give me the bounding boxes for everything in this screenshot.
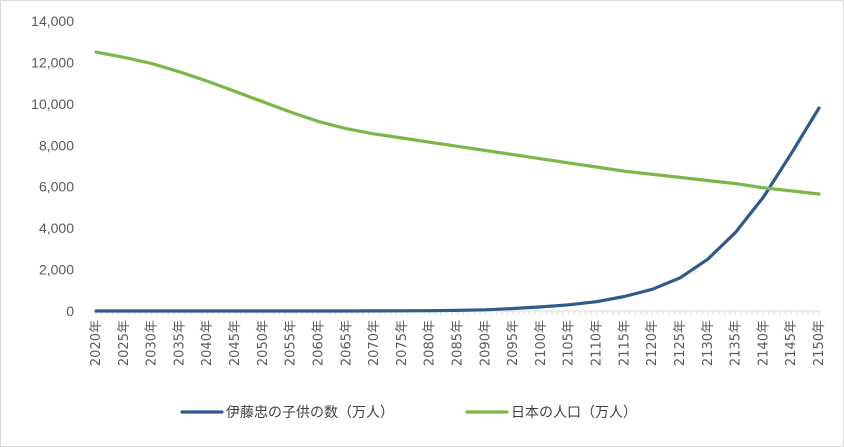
y-tick-label: 2,000 bbox=[39, 262, 74, 278]
x-tick-label: 2030年 bbox=[145, 320, 160, 366]
x-tick-label: 2065年 bbox=[339, 320, 354, 366]
x-tick-label: 2120年 bbox=[645, 320, 660, 366]
legend: 伊藤忠の子供の数（万人） 日本の人口（万人） bbox=[180, 405, 637, 421]
series-line-1 bbox=[94, 106, 821, 313]
y-tick-label: 8,000 bbox=[39, 137, 74, 153]
x-tick-label: 2020年 bbox=[89, 320, 104, 366]
x-tick-label: 2045年 bbox=[228, 320, 243, 366]
x-tick-label: 2055年 bbox=[284, 320, 299, 366]
x-tick-label: 2130年 bbox=[701, 320, 716, 366]
x-tick-label: 2050年 bbox=[256, 320, 271, 366]
x-tick-label: 2025年 bbox=[117, 320, 132, 366]
x-tick-label: 2035年 bbox=[172, 320, 187, 366]
x-tick-label: 2105年 bbox=[562, 320, 577, 366]
y-tick-label: 10,000 bbox=[31, 96, 74, 112]
x-tick-label: 2145年 bbox=[784, 320, 799, 366]
x-tick-label: 2135年 bbox=[729, 320, 744, 366]
x-tick-label: 2090年 bbox=[478, 320, 493, 366]
x-tick-label: 2070年 bbox=[367, 320, 382, 366]
x-axis-labels: 2020年 2025年 2030年 2035年 2040年 2045年 2050年 2055年… bbox=[89, 320, 827, 366]
y-tick-label: 6,000 bbox=[39, 179, 74, 195]
x-tick-label: 2100年 bbox=[534, 320, 549, 366]
x-tick-label: 2075年 bbox=[395, 320, 410, 366]
y-tick-label: 12,000 bbox=[31, 54, 74, 70]
x-tick-label: 2085年 bbox=[451, 320, 466, 366]
series-lines bbox=[94, 50, 821, 313]
x-tick-label: 2140年 bbox=[756, 320, 771, 366]
legend-label: 日本の人口（万人） bbox=[511, 405, 637, 421]
x-tick-label: 2080年 bbox=[423, 320, 438, 366]
x-tick-label: 2040年 bbox=[200, 320, 215, 366]
legend-label: 伊藤忠の子供の数（万人） bbox=[226, 405, 394, 421]
y-tick-label: 4,000 bbox=[39, 220, 74, 236]
y-axis-labels: 0 2,000 4,000 6,000 8,000 10,000 12,000 14,000 bbox=[31, 13, 74, 319]
y-tick-label: 14,000 bbox=[31, 13, 74, 29]
x-tick-label: 2060年 bbox=[311, 320, 326, 366]
x-tick-label: 2125年 bbox=[673, 320, 688, 366]
x-tick-label: 2095年 bbox=[506, 320, 521, 366]
x-tick-label: 2115年 bbox=[617, 320, 632, 366]
y-tick-label: 0 bbox=[66, 303, 74, 319]
x-tick-label: 2150年 bbox=[812, 320, 827, 366]
series-line-2 bbox=[94, 50, 821, 196]
x-tick-label: 2110年 bbox=[590, 320, 605, 366]
